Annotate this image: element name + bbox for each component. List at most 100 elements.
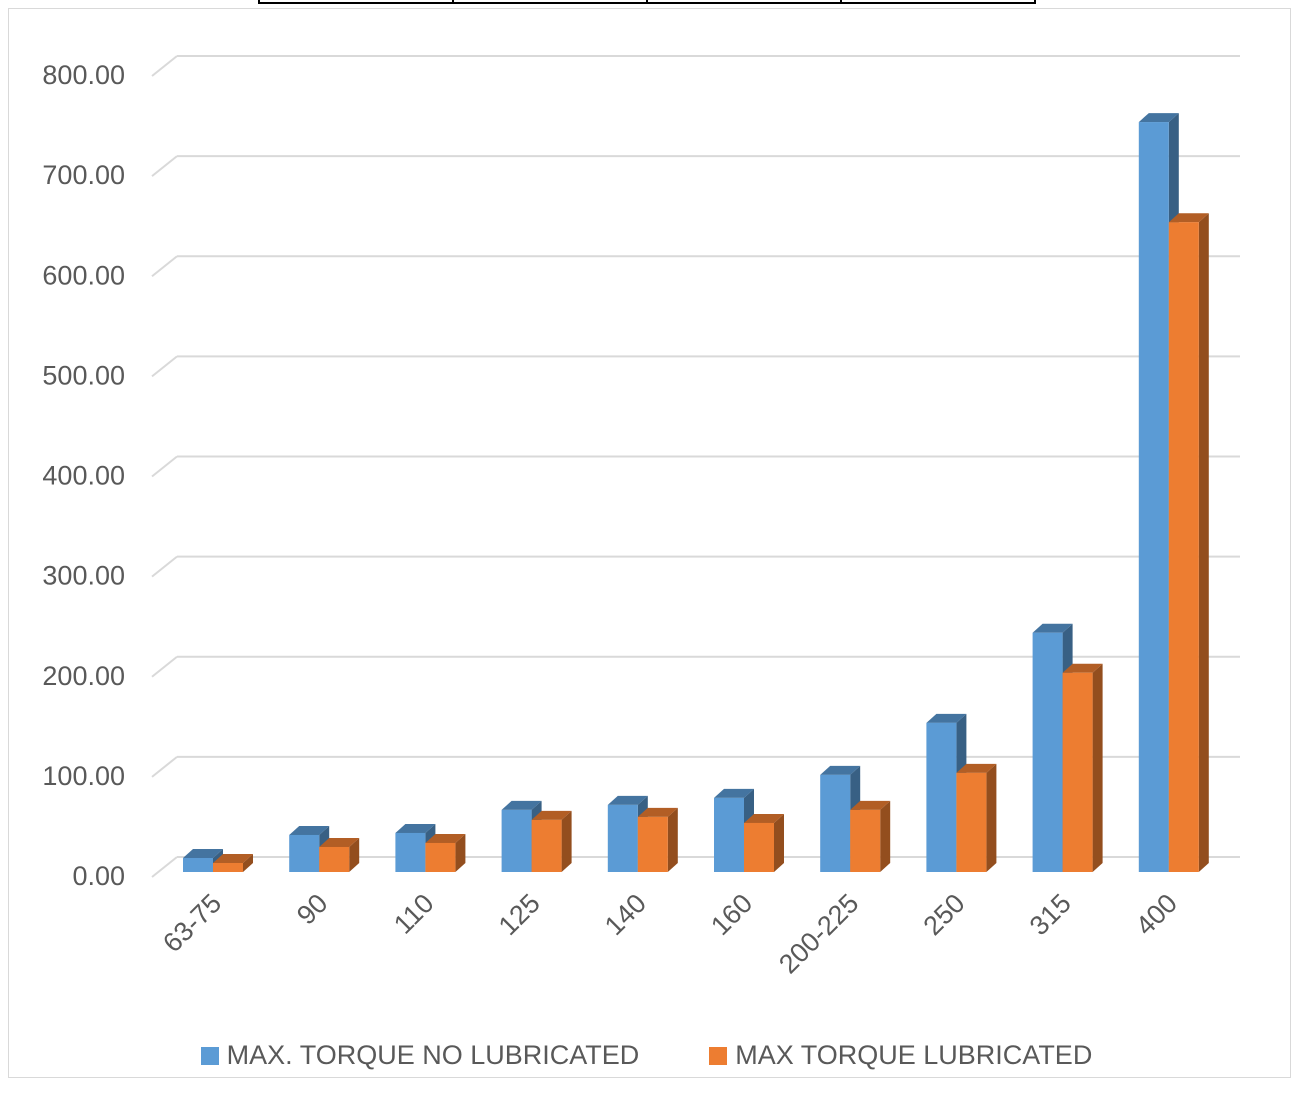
bar-front xyxy=(714,797,744,872)
bar-top xyxy=(1032,623,1073,633)
bar-top xyxy=(607,795,648,805)
bar-front xyxy=(213,862,243,872)
bar-lubricated-200-225 xyxy=(850,800,891,872)
x-tick-label: 250 xyxy=(918,888,971,941)
bar-side xyxy=(349,837,360,872)
bar-front xyxy=(850,809,881,872)
bar-lubricated-160 xyxy=(744,813,784,872)
bar-top xyxy=(744,813,784,823)
y-tick-label: 300.00 xyxy=(42,561,125,591)
bar-top xyxy=(213,853,253,863)
x-axis-tick-labels: 63-75 90 110 125 140 160 200-225 250 315 400 xyxy=(157,888,1183,979)
bar-lubricated-315 xyxy=(1062,663,1103,872)
table-cell xyxy=(648,0,842,2)
legend-item-lubricated: MAX TORQUE LUBRICATED xyxy=(709,1040,1092,1071)
y-tick-label: 500.00 xyxy=(42,360,125,390)
y-tick-label: 700.00 xyxy=(42,160,125,190)
bar-lubricated-63-75 xyxy=(213,853,253,872)
bar-front xyxy=(1138,122,1169,872)
y-tick-label: 400.00 xyxy=(42,461,125,491)
bar-top xyxy=(1168,213,1209,223)
bar-side xyxy=(561,810,572,872)
bar-front xyxy=(926,722,957,872)
gridline-diagonal xyxy=(151,55,178,77)
bar-top xyxy=(183,848,223,858)
bar-front xyxy=(425,842,456,872)
y-tick-label: 100.00 xyxy=(42,761,125,791)
bar-front xyxy=(1062,672,1093,872)
bar-top xyxy=(531,810,572,820)
x-tick-label: 200-225 xyxy=(773,888,864,979)
legend-item-no-lubricated: MAX. TORQUE NO LUBRICATED xyxy=(200,1040,640,1071)
x-tick-label: 90 xyxy=(291,888,333,930)
bar-front xyxy=(744,822,774,872)
gridline-diagonal xyxy=(151,455,178,478)
x-tick-label: 110 xyxy=(388,888,440,940)
bar-lubricated-400 xyxy=(1168,213,1209,872)
x-tick-label: 315 xyxy=(1024,888,1077,941)
bar-top xyxy=(850,800,891,810)
bar-front xyxy=(395,832,426,872)
gridline-diagonal xyxy=(151,155,178,177)
bar-side xyxy=(774,813,784,872)
gridline-diagonal xyxy=(151,355,178,378)
bar-top xyxy=(319,837,360,847)
legend: MAX. TORQUE NO LUBRICATED MAX TORQUE LUB… xyxy=(0,1040,1293,1071)
gridline-diagonal xyxy=(151,856,178,878)
table-fragment-border xyxy=(258,0,1036,4)
bar-front xyxy=(183,857,213,872)
x-tick-label: 400 xyxy=(1130,888,1183,941)
bar-lubricated-140 xyxy=(637,807,678,872)
y-tick-label: 600.00 xyxy=(42,260,125,290)
bar-top xyxy=(425,833,466,843)
bar-top xyxy=(714,788,754,798)
y-tick-label: 0.00 xyxy=(72,861,125,891)
bar-side xyxy=(880,800,891,872)
bar-side xyxy=(667,807,678,872)
chart-area xyxy=(8,8,1291,1078)
bar-top xyxy=(501,800,542,810)
legend-label: MAX TORQUE LUBRICATED xyxy=(735,1040,1093,1070)
bar-top xyxy=(1062,663,1103,673)
bar-side xyxy=(986,763,997,872)
bar-top xyxy=(637,807,678,817)
gridline-diagonal xyxy=(151,555,178,578)
bar-top xyxy=(1138,113,1179,123)
legend-swatch-orange xyxy=(709,1046,728,1065)
bar-front xyxy=(637,816,668,872)
bar-side xyxy=(1198,213,1209,872)
y-tick-label: 200.00 xyxy=(42,661,125,691)
bar-front xyxy=(820,774,851,872)
x-tick-label: 140 xyxy=(599,888,652,941)
bar-front xyxy=(1168,222,1199,872)
gridline-diagonal xyxy=(151,655,178,678)
bar-side xyxy=(243,853,253,872)
gridline-diagonal xyxy=(151,756,178,778)
bar-lubricated-90 xyxy=(319,837,360,872)
gridline-diagonal xyxy=(151,255,178,278)
bar-top xyxy=(926,713,967,723)
y-tick-label: 800.00 xyxy=(42,60,125,90)
bar-lubricated-250 xyxy=(956,763,997,872)
bar-top xyxy=(956,763,997,773)
bar-top xyxy=(820,765,861,775)
bar-top xyxy=(395,823,436,833)
bar-front xyxy=(501,809,532,872)
bar-front xyxy=(956,772,987,872)
bar-front xyxy=(319,846,350,872)
table-cell xyxy=(454,0,648,2)
x-tick-label: 63-75 xyxy=(157,888,227,958)
legend-swatch-blue xyxy=(200,1046,219,1065)
legend-label: MAX. TORQUE NO LUBRICATED xyxy=(226,1040,640,1070)
bar-top xyxy=(289,825,330,835)
bar-lubricated-110 xyxy=(425,833,466,872)
bar-front xyxy=(531,819,562,872)
x-tick-label: 160 xyxy=(705,888,758,941)
bar-lubricated-125 xyxy=(531,810,572,872)
bar-front xyxy=(607,804,638,872)
table-cell xyxy=(260,0,454,2)
x-tick-label: 125 xyxy=(493,888,546,941)
y-axis-tick-labels: 0.00 100.00 200.00 300.00 400.00 500.00 600.00… xyxy=(42,60,125,891)
bar-front xyxy=(289,834,320,872)
